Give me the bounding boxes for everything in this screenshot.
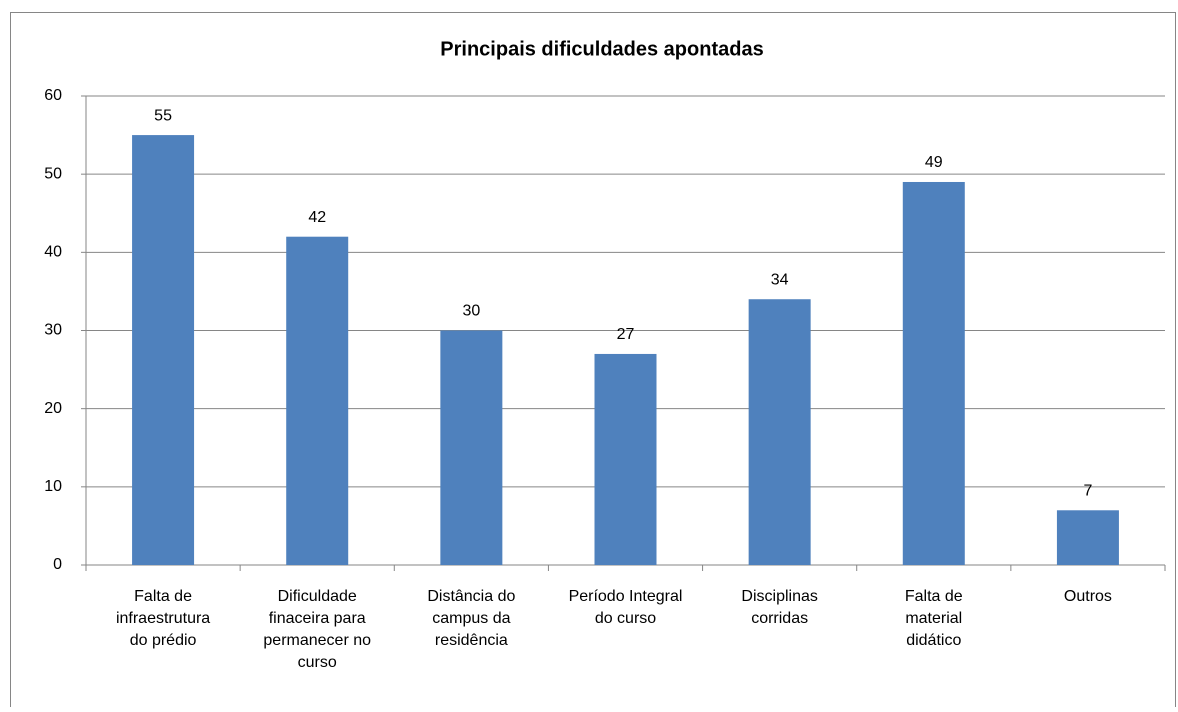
y-tick-label: 30 [44, 322, 62, 339]
x-tick-label: Falta de infraestrutura do prédio [116, 588, 210, 649]
y-tick-label: 0 [53, 556, 62, 573]
bar [132, 135, 195, 566]
data-label: 55 [154, 107, 172, 124]
y-tick-label: 20 [44, 400, 62, 417]
x-tick-label-line: Distância do [427, 588, 515, 605]
x-tick-label-line: campus da [432, 610, 510, 627]
x-tick-label: Distância do campus da residência [427, 588, 515, 649]
x-tick-label-line: Falta de [905, 588, 963, 605]
data-label: 27 [617, 326, 635, 343]
x-tick-label-line: corridas [751, 610, 808, 627]
x-tick-label: Disciplinas corridas [741, 588, 817, 627]
data-label: 42 [308, 209, 326, 226]
chart-title: Principais dificuldades apontadas [440, 38, 763, 60]
y-tick-label: 50 [44, 165, 62, 182]
x-tick-label-line: Período Integral [569, 588, 683, 605]
x-tick-label: Dificuldade finaceira para permanecer no cu… [263, 588, 371, 671]
x-tick-label: Período Integral do curso [569, 588, 683, 627]
x-tick-label-line: Outros [1064, 588, 1112, 605]
x-tick-label: Falta de material didático [905, 588, 963, 649]
y-tick-label: 60 [44, 87, 62, 104]
data-label: 49 [925, 154, 943, 171]
x-tick-label-line: do curso [595, 610, 656, 627]
x-tick-label-line: permanecer no [263, 632, 371, 649]
y-tick-label: 40 [44, 244, 62, 261]
data-label: 34 [771, 271, 789, 288]
x-tick-label-line: Disciplinas [741, 588, 817, 605]
x-tick-label-line: material [905, 610, 962, 627]
chart-border [10, 12, 1176, 712]
x-tick-label: Outros [1064, 588, 1112, 605]
bar [286, 236, 349, 565]
x-tick-label-line: residência [435, 632, 508, 649]
x-tick-label-line: do prédio [130, 632, 197, 649]
x-tick-label-line: infraestrutura [116, 610, 210, 627]
x-tick-label-line: didático [906, 632, 961, 649]
bar [1056, 510, 1119, 565]
x-tick-label-line: Dificuldade [278, 588, 357, 605]
bar [440, 330, 503, 565]
y-tick-label: 10 [44, 478, 62, 495]
bar [748, 299, 811, 565]
data-label: 30 [462, 303, 480, 320]
x-tick-label-line: Falta de [134, 588, 192, 605]
bar [594, 353, 657, 565]
x-tick-label-line: finaceira para [269, 610, 366, 627]
bar [902, 181, 965, 565]
data-label: 7 [1083, 483, 1092, 500]
x-tick-label-line: curso [298, 654, 337, 671]
